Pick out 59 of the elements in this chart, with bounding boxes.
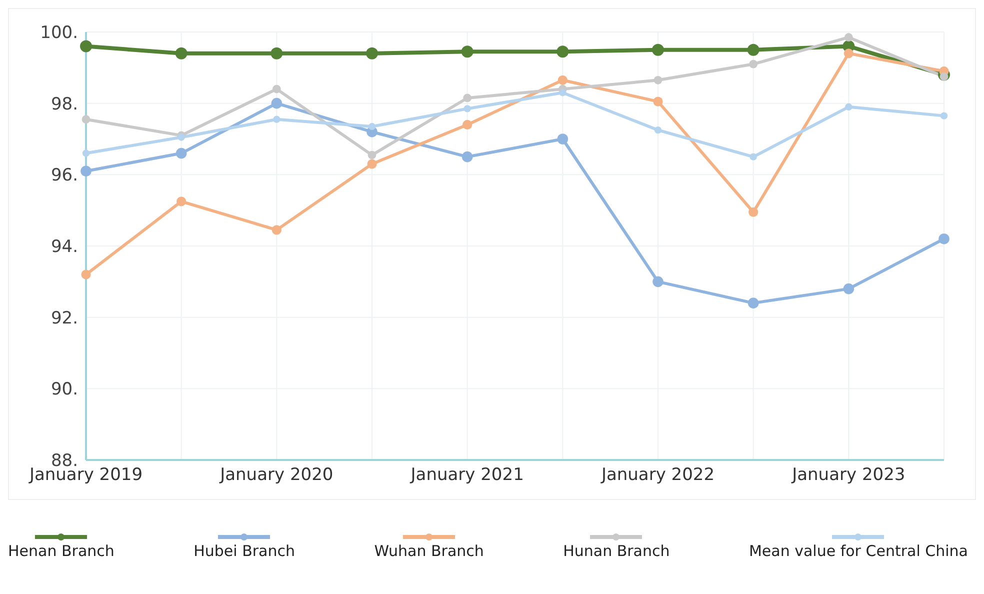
point <box>748 298 759 308</box>
point <box>176 148 187 159</box>
point <box>82 150 90 157</box>
point <box>652 44 664 56</box>
x-tick-label: January 2022 <box>600 465 715 486</box>
point <box>273 116 280 123</box>
point <box>366 47 378 60</box>
legend-label: Hubei Branch <box>194 542 295 560</box>
legend-label: Mean value for Central China <box>748 542 968 560</box>
point <box>747 44 760 56</box>
point <box>556 46 569 58</box>
point <box>940 112 948 120</box>
y-tick-label: 90. <box>50 380 78 400</box>
x-tick-label: January 2021 <box>410 465 524 486</box>
point <box>843 283 854 294</box>
point <box>463 94 472 102</box>
point <box>80 40 92 52</box>
point <box>558 75 568 85</box>
point <box>368 150 376 160</box>
point <box>271 98 282 109</box>
y-tick-label: 92. <box>50 308 78 328</box>
legend-label: Hunan Branch <box>563 542 670 560</box>
point <box>557 134 568 144</box>
point <box>652 276 664 288</box>
point <box>176 196 186 206</box>
point <box>462 120 472 130</box>
point <box>462 151 473 162</box>
point <box>82 115 90 124</box>
y-tick-label: 98. <box>50 94 78 114</box>
point <box>750 153 757 160</box>
point <box>654 76 662 84</box>
point <box>940 72 948 81</box>
point <box>80 166 92 176</box>
point <box>81 270 91 280</box>
point <box>367 159 377 169</box>
point <box>270 47 283 60</box>
point <box>272 225 282 235</box>
point <box>938 233 950 244</box>
point <box>653 96 663 106</box>
point <box>845 103 852 110</box>
point <box>461 46 474 58</box>
point <box>749 60 758 68</box>
point <box>654 126 662 134</box>
x-tick-label: January 2023 <box>791 465 906 486</box>
point <box>844 33 853 42</box>
point <box>559 89 566 96</box>
point <box>368 122 376 130</box>
point <box>844 48 854 58</box>
y-tick-label: 94. <box>50 237 78 258</box>
point <box>175 47 188 60</box>
legend-label: Henan Branch <box>8 542 114 560</box>
x-tick-label: January 2020 <box>219 465 334 486</box>
point <box>272 84 281 94</box>
point <box>464 105 471 112</box>
point <box>748 207 758 217</box>
y-tick-label: 96. <box>50 166 78 186</box>
legend-label: Wuhan Branch <box>374 542 484 560</box>
y-tick-label: 100. <box>40 23 78 44</box>
point <box>178 134 185 141</box>
